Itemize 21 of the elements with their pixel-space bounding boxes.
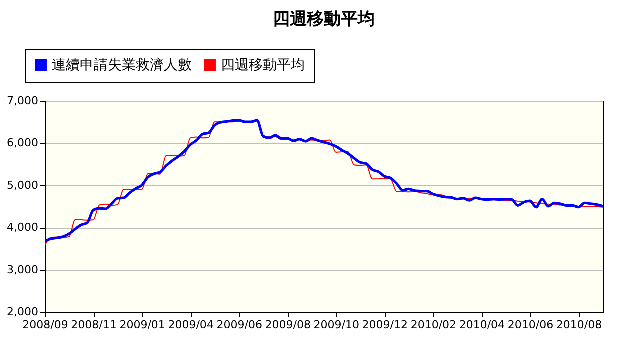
x-tick-label: 2009/06 [216, 318, 262, 332]
x-tick-label: 2010/06 [508, 318, 554, 332]
y-tick-label: 3,000 [7, 263, 38, 276]
x-tick-label: 2009/12 [362, 318, 408, 332]
x-tick-label: 2010/02 [410, 318, 457, 332]
x-tick-label: 2009/04 [168, 318, 214, 332]
x-tick-label: 2009/08 [265, 318, 311, 332]
x-tick-label: 2010/08 [556, 318, 602, 332]
chart-title: 四週移動平均 [273, 10, 375, 30]
y-tick-label: 5,000 [7, 178, 38, 192]
x-tick-label: 2009/01 [120, 318, 166, 332]
legend-label: 四週移動平均 [221, 57, 305, 74]
legend-label: 連續申請失業救濟人數 [52, 57, 192, 74]
x-tick-label: 2009/10 [314, 318, 360, 332]
y-tick-label: 4,000 [7, 221, 38, 234]
x-tick-label: 2010/04 [459, 318, 506, 332]
y-tick-label: 2,000 [7, 306, 38, 318]
y-tick-label: 7,000 [7, 94, 38, 108]
x-tick-label: 2008/09 [22, 318, 68, 332]
x-tick-label: 2008/11 [71, 318, 117, 332]
y-tick-label: 6,000 [7, 136, 38, 150]
